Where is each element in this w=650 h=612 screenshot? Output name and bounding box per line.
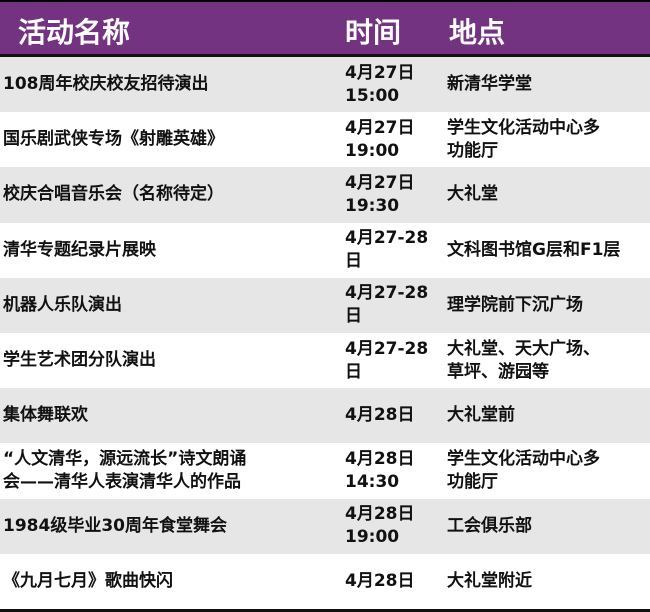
cell-time: 4月27-28 日	[345, 228, 429, 272]
cell-name: 集体舞联欢	[3, 405, 88, 426]
table-row: 机器人乐队演出 4月27-28 日理学院前下沉广场	[0, 277, 650, 333]
cell-time: 4月27-28 日	[345, 338, 429, 382]
cell-time: 4月27日 19:30	[345, 172, 415, 216]
cell-place: 大礼堂前	[447, 405, 515, 426]
cell-name: 《九月七月》歌曲快闪	[3, 570, 173, 591]
cell-place: 大礼堂、天大广场、 草坪、游园等	[447, 338, 600, 382]
table-body: 108周年校庆校友招待演出 4月27日 15:00 新清华学堂国乐剧武侠专场《射雕英…	[0, 57, 650, 609]
cell-place: 新清华学堂	[447, 74, 532, 95]
cell-time: 4月27日 15:00	[345, 62, 415, 106]
cell-name: 108周年校庆校友招待演出	[3, 74, 209, 95]
cell-name: 清华专题纪录片展映	[3, 239, 156, 260]
header-time: 时间	[345, 16, 402, 49]
cell-place: 学生文化活动中心多 功能厅	[447, 448, 600, 492]
cell-name: “人文清华，源远流长”诗文朗诵 会——清华人表演清华人的作品	[3, 448, 247, 492]
cell-time: 4月28日	[345, 405, 415, 426]
cell-name: 国乐剧武侠专场《射雕英雄》	[3, 129, 224, 150]
cell-time: 4月28日 14:30	[345, 448, 415, 492]
table-row: 清华专题纪录片展映 4月27-28 日文科图书馆G层和F1层	[0, 223, 650, 278]
header-place: 地点	[449, 16, 506, 49]
table-row: 《九月七月》歌曲快闪 4月28日 大礼堂附近	[0, 554, 650, 609]
cell-place: 理学院前下沉广场	[447, 294, 583, 315]
cell-time: 4月27日 19:00	[345, 117, 415, 161]
cell-place: 大礼堂附近	[447, 570, 532, 591]
cell-name: 机器人乐队演出	[3, 294, 122, 315]
table-row: 1984级毕业30周年食堂舞会 4月28日 19:00 工会俱乐部	[0, 498, 650, 554]
header-name: 活动名称	[18, 16, 131, 49]
table-row: 国乐剧武侠专场《射雕英雄》 4月27日 19:00 学生文化活动中心多 功能厅	[0, 112, 650, 167]
cell-time: 4月28日	[345, 570, 415, 591]
bottom-rule	[0, 608, 650, 612]
table-row: 108周年校庆校友招待演出 4月27日 15:00 新清华学堂	[0, 57, 650, 113]
cell-name: 校庆合唱音乐会（名称待定）	[3, 184, 224, 205]
table-row: 集体舞联欢 4月28日 大礼堂前	[0, 388, 650, 444]
cell-place: 学生文化活动中心多 功能厅	[447, 117, 600, 161]
table-row: “人文清华，源远流长”诗文朗诵 会——清华人表演清华人的作品 4月28日 14:3…	[0, 443, 650, 498]
table-header: 活动名称 时间 地点	[0, 2, 650, 57]
cell-name: 1984级毕业30周年食堂舞会	[3, 515, 227, 536]
cell-name: 学生艺术团分队演出	[3, 350, 156, 371]
top-rule	[0, 0, 650, 2]
table-row: 校庆合唱音乐会（名称待定） 4月27日 19:30 大礼堂	[0, 167, 650, 223]
cell-place: 工会俱乐部	[447, 515, 532, 536]
cell-place: 文科图书馆G层和F1层	[447, 239, 621, 260]
table-row: 学生艺术团分队演出 4月27-28 日大礼堂、天大广场、 草坪、游园等	[0, 333, 650, 388]
cell-place: 大礼堂	[447, 184, 498, 205]
cell-time: 4月28日 19:00	[345, 504, 415, 548]
cell-time: 4月27-28 日	[345, 283, 429, 327]
